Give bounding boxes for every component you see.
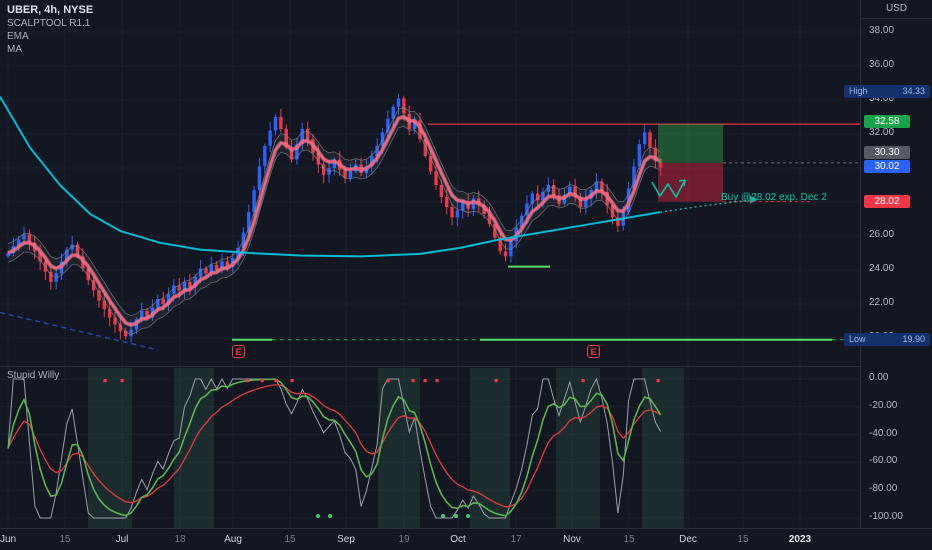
entry-price-badge: 30.30 bbox=[864, 146, 910, 159]
sell-signal-dot bbox=[120, 379, 124, 383]
time-axis-label: Nov bbox=[563, 534, 581, 545]
sell-signal-dot bbox=[246, 379, 250, 383]
time-axis-label: 2023 bbox=[788, 534, 812, 545]
buy-signal-dot bbox=[466, 514, 470, 518]
time-axis-label: Aug bbox=[224, 534, 242, 545]
price-tick-label: 34.00 bbox=[869, 93, 895, 104]
buy-signal-dot bbox=[316, 514, 320, 518]
signal-dots bbox=[103, 379, 660, 518]
willy-red-line bbox=[7, 383, 662, 508]
sell-signal-dot bbox=[423, 379, 427, 383]
ma-projection bbox=[659, 198, 756, 213]
time-axis[interactable]: Jun 15 Jul 18 Aug 15 Sep 19 Oct 17 Nov 15 Dec 15 2023 bbox=[0, 528, 932, 550]
low-badge-label: Low bbox=[849, 334, 866, 344]
sell-signal-dot bbox=[494, 379, 498, 383]
sell-signal-dot bbox=[103, 379, 107, 383]
ma-line bbox=[0, 96, 758, 258]
scalptool-ribbon bbox=[7, 107, 662, 335]
buy-signal-dot bbox=[454, 514, 458, 518]
sell-signal-dot bbox=[411, 379, 415, 383]
time-axis-label: 19 bbox=[398, 534, 410, 545]
time-axis-label: 15 bbox=[284, 534, 296, 545]
currency-toggle[interactable]: USD bbox=[861, 0, 932, 19]
long-position-tool[interactable] bbox=[658, 124, 723, 202]
sell-signal-dot bbox=[656, 379, 660, 383]
stop-price-badge: 28.02 bbox=[864, 195, 910, 208]
indicator-ema[interactable]: EMA bbox=[7, 31, 29, 42]
price-tick-label: 26.00 bbox=[869, 229, 895, 240]
indicator-scalptool[interactable]: SCALPTOOL R1.1 bbox=[7, 18, 91, 29]
time-axis-label: Oct bbox=[450, 534, 466, 545]
last-price-badge: 30.02 bbox=[864, 160, 910, 173]
time-axis-label: 18 bbox=[174, 534, 186, 545]
price-tick-label: 36.00 bbox=[869, 59, 895, 70]
profit-zone bbox=[658, 124, 723, 163]
oscillator-tick-label: -80.00 bbox=[869, 483, 898, 495]
low-price-badge: Low 19.90 bbox=[844, 333, 930, 346]
time-axis-label: 15 bbox=[737, 534, 749, 545]
sell-signal-dot bbox=[274, 379, 278, 383]
oscillator-tick-label: -40.00 bbox=[869, 427, 898, 439]
time-axis-label: Sep bbox=[337, 534, 355, 545]
time-axis-label: Jul bbox=[115, 534, 129, 545]
time-axis-label: 15 bbox=[59, 534, 71, 545]
oscillator-tick-label: 0.00 bbox=[869, 372, 889, 383]
sell-signal-dot bbox=[435, 379, 439, 383]
oscillator-tick-label: -100.00 bbox=[869, 511, 903, 522]
buy-arrow bbox=[651, 179, 686, 198]
price-levels bbox=[0, 123, 860, 351]
high-badge-label: High bbox=[849, 86, 868, 96]
oscillator-tick-label: -60.00 bbox=[869, 455, 898, 467]
symbol-title[interactable]: UBER, 4h, NYSE bbox=[7, 4, 94, 16]
oscillator-tick-label: -20.00 bbox=[869, 399, 898, 411]
earnings-icon[interactable]: E bbox=[587, 345, 600, 358]
scalptool-line bbox=[7, 115, 662, 327]
price-tick-label: 24.00 bbox=[869, 263, 895, 274]
oscillator-bands bbox=[88, 368, 684, 528]
willy-green-line bbox=[7, 378, 662, 517]
low-badge-value: 19.90 bbox=[902, 334, 925, 344]
sell-signal-dot bbox=[581, 379, 585, 383]
ma-projection-arrow bbox=[750, 195, 758, 204]
earnings-icon[interactable]: E bbox=[232, 345, 245, 358]
target-price-badge: 32.58 bbox=[864, 115, 910, 128]
sell-signal-dot bbox=[260, 379, 264, 383]
price-tick-label: 32.00 bbox=[869, 127, 895, 138]
high-price-badge: High 34.33 bbox=[844, 85, 930, 98]
price-axis[interactable]: USD High 34.33 32.58 30.30 30.02 28.02 L… bbox=[844, 0, 932, 528]
time-axis-label: Dec bbox=[679, 534, 697, 545]
sell-signal-dot bbox=[386, 379, 390, 383]
risk-zone bbox=[658, 162, 723, 202]
time-axis-label: Jun bbox=[0, 534, 17, 545]
oscillator-lines bbox=[7, 377, 662, 519]
price-tick-label: 22.00 bbox=[869, 297, 895, 308]
buy-annotation[interactable]: Buy @28.02 exp. Dec 2 bbox=[721, 192, 827, 203]
buy-signal-dot bbox=[328, 514, 332, 518]
buy-arrow-head bbox=[678, 179, 686, 187]
price-tick-label: 38.00 bbox=[869, 25, 895, 36]
indicator-ma[interactable]: MA bbox=[7, 44, 22, 55]
time-axis-label: 15 bbox=[623, 534, 635, 545]
buy-signal-dot bbox=[441, 514, 445, 518]
high-badge-value: 34.33 bbox=[902, 86, 925, 96]
candles bbox=[6, 94, 663, 343]
trendline bbox=[0, 311, 159, 351]
time-axis-label: 17 bbox=[510, 534, 522, 545]
sell-signal-dot bbox=[290, 379, 294, 383]
oscillator-title[interactable]: Stupid Willy bbox=[7, 370, 60, 381]
legend: UBER, 4h, NYSE SCALPTOOL R1.1 EMA MA bbox=[7, 4, 93, 56]
